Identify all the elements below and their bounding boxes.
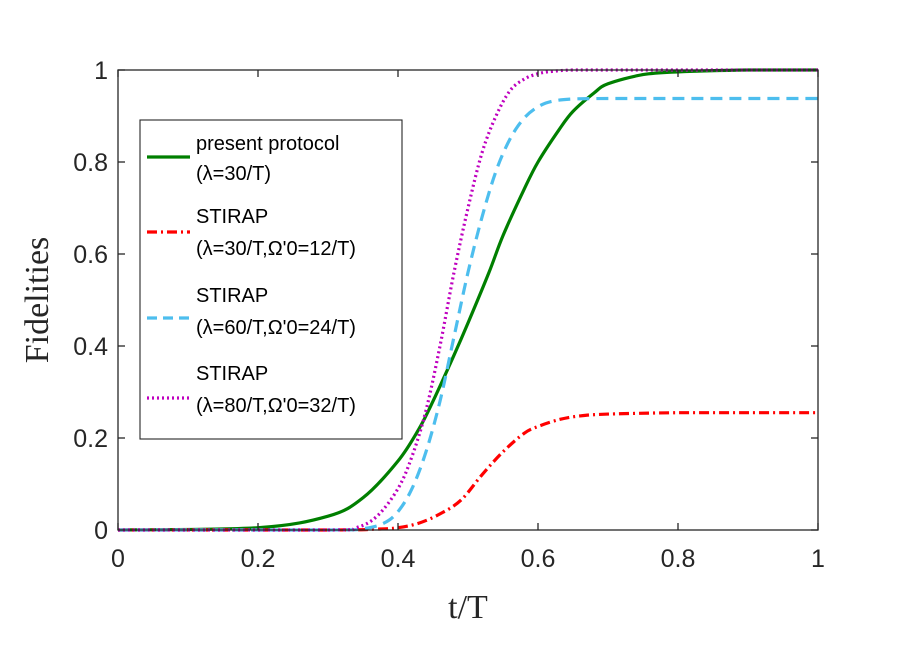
y-tick-label: 0.8 xyxy=(73,149,108,177)
series-line-3 xyxy=(117,68,818,532)
legend-text: STIRAP xyxy=(196,206,268,228)
x-tick-label: 0.6 xyxy=(521,545,556,573)
x-tick-label: 1 xyxy=(811,545,825,573)
series-line-2 xyxy=(117,96,818,532)
y-tick-label: 0.2 xyxy=(73,425,108,453)
y-tick-label: 0.6 xyxy=(73,241,108,269)
series-line-1 xyxy=(117,411,818,532)
legend-text: (λ=30/T) xyxy=(196,163,271,185)
legend-entry-stirap-3: STIRAP (λ=80/T,Ω'0=32/T) xyxy=(147,363,356,417)
y-tick-label: 1 xyxy=(94,57,108,85)
legend-entry-present-protocol: present protocol (λ=30/T) xyxy=(147,133,339,185)
y-tick-label: 0 xyxy=(94,517,108,545)
legend-text: present protocol xyxy=(196,133,339,155)
y-axis-label: Fidelities xyxy=(19,237,56,364)
legend-entry-stirap-1: STIRAP (λ=30/T,Ω'0=12/T) xyxy=(147,206,356,260)
series-layer xyxy=(117,68,818,532)
legend-text: STIRAP xyxy=(196,363,268,385)
legend-text: (λ=60/T,Ω'0=24/T) xyxy=(196,317,356,339)
x-tick-label: 0.4 xyxy=(381,545,416,573)
plot-frame xyxy=(117,69,819,531)
x-tick-label: 0.2 xyxy=(241,545,276,573)
legend: present protocol (λ=30/T) STIRAP (λ=30/T… xyxy=(139,119,403,440)
y-tick-label: 0.4 xyxy=(73,333,108,361)
tick-layer: 0 0.2 0.4 0.6 0.8 1 0 0.2 0.4 0.6 0.8 1 xyxy=(73,57,825,573)
x-tick-label: 0.8 xyxy=(661,545,696,573)
x-tick-label: 0 xyxy=(111,545,125,573)
legend-text: (λ=30/T,Ω'0=12/T) xyxy=(196,238,356,260)
legend-box xyxy=(139,119,403,440)
legend-text: (λ=80/T,Ω'0=32/T) xyxy=(196,395,356,417)
legend-entry-stirap-2: STIRAP (λ=60/T,Ω'0=24/T) xyxy=(147,285,356,339)
legend-text: STIRAP xyxy=(196,285,268,307)
series-line-0 xyxy=(117,68,818,532)
x-axis-label: t/T xyxy=(448,589,488,626)
